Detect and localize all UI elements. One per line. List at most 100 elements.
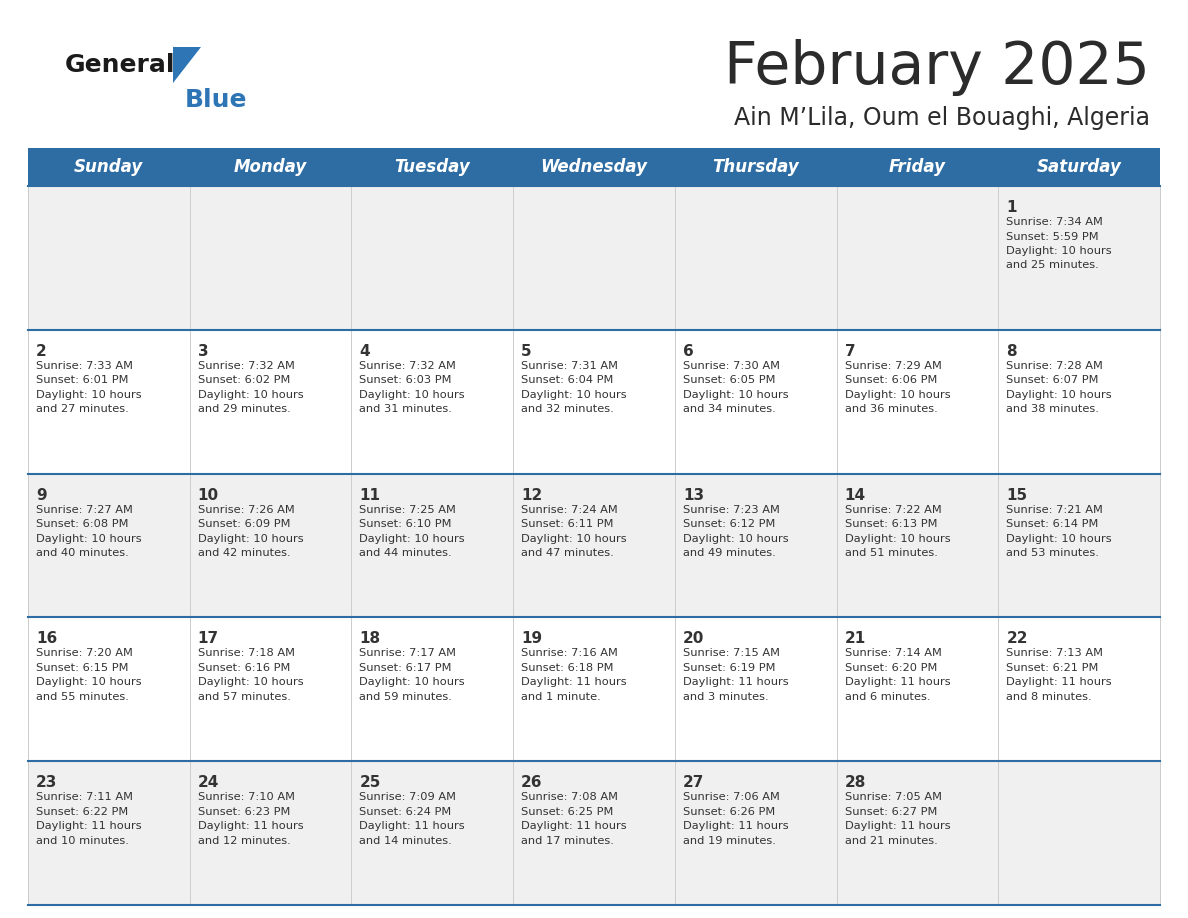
Text: Blue: Blue [185,88,247,112]
Text: and 25 minutes.: and 25 minutes. [1006,261,1099,271]
Text: Sunset: 6:14 PM: Sunset: 6:14 PM [1006,519,1099,529]
Text: and 17 minutes.: and 17 minutes. [522,835,614,845]
Text: Sunrise: 7:11 AM: Sunrise: 7:11 AM [36,792,133,802]
Text: Sunset: 6:08 PM: Sunset: 6:08 PM [36,519,128,529]
Text: Daylight: 10 hours: Daylight: 10 hours [36,533,141,543]
Bar [29,618,1159,761]
Text: Daylight: 10 hours: Daylight: 10 hours [197,390,303,400]
Text: Sunset: 6:12 PM: Sunset: 6:12 PM [683,519,776,529]
Text: Sunrise: 7:26 AM: Sunrise: 7:26 AM [197,505,295,515]
Text: and 57 minutes.: and 57 minutes. [197,692,291,702]
Text: 5: 5 [522,344,532,359]
Text: Sunrise: 7:08 AM: Sunrise: 7:08 AM [522,792,618,802]
Text: 7: 7 [845,344,855,359]
Text: Daylight: 10 hours: Daylight: 10 hours [197,533,303,543]
Text: Daylight: 10 hours: Daylight: 10 hours [845,533,950,543]
Text: Daylight: 10 hours: Daylight: 10 hours [522,533,627,543]
Text: Sunrise: 7:33 AM: Sunrise: 7:33 AM [36,361,133,371]
Text: 14: 14 [845,487,866,502]
Text: Daylight: 10 hours: Daylight: 10 hours [36,390,141,400]
Text: 9: 9 [36,487,46,502]
Text: Tuesday: Tuesday [394,158,470,176]
Polygon shape [173,47,201,83]
Text: Sunrise: 7:17 AM: Sunrise: 7:17 AM [360,648,456,658]
Text: Wednesday: Wednesday [541,158,647,176]
Text: Sunset: 6:24 PM: Sunset: 6:24 PM [360,807,451,817]
Text: Daylight: 11 hours: Daylight: 11 hours [522,677,627,688]
Text: Daylight: 11 hours: Daylight: 11 hours [845,822,950,831]
Text: Daylight: 11 hours: Daylight: 11 hours [845,677,950,688]
Text: and 3 minutes.: and 3 minutes. [683,692,769,702]
Text: and 34 minutes.: and 34 minutes. [683,404,776,414]
Text: Sunrise: 7:21 AM: Sunrise: 7:21 AM [1006,505,1104,515]
Text: Saturday: Saturday [1037,158,1121,176]
Text: 22: 22 [1006,632,1028,646]
Text: and 12 minutes.: and 12 minutes. [197,835,290,845]
Text: 25: 25 [360,775,381,790]
Text: 19: 19 [522,632,542,646]
Text: Sunset: 6:13 PM: Sunset: 6:13 PM [845,519,937,529]
Text: Ain M’Lila, Oum el Bouaghi, Algeria: Ain M’Lila, Oum el Bouaghi, Algeria [734,106,1150,130]
Text: and 44 minutes.: and 44 minutes. [360,548,453,558]
Text: 10: 10 [197,487,219,502]
Text: Sunset: 6:17 PM: Sunset: 6:17 PM [360,663,451,673]
Text: Daylight: 10 hours: Daylight: 10 hours [1006,390,1112,400]
Text: Sunrise: 7:32 AM: Sunrise: 7:32 AM [360,361,456,371]
Text: Friday: Friday [889,158,946,176]
Bar [29,330,1159,474]
Text: and 47 minutes.: and 47 minutes. [522,548,614,558]
Text: and 19 minutes.: and 19 minutes. [683,835,776,845]
Text: and 38 minutes.: and 38 minutes. [1006,404,1099,414]
Text: and 27 minutes.: and 27 minutes. [36,404,128,414]
Text: Sunset: 6:11 PM: Sunset: 6:11 PM [522,519,614,529]
Text: and 36 minutes.: and 36 minutes. [845,404,937,414]
Text: 26: 26 [522,775,543,790]
Text: 1: 1 [1006,200,1017,215]
Text: Daylight: 10 hours: Daylight: 10 hours [522,390,627,400]
Text: Sunrise: 7:30 AM: Sunrise: 7:30 AM [683,361,779,371]
Text: Sunrise: 7:23 AM: Sunrise: 7:23 AM [683,505,779,515]
Text: Monday: Monday [234,158,308,176]
Text: Daylight: 10 hours: Daylight: 10 hours [1006,246,1112,256]
Text: Sunrise: 7:27 AM: Sunrise: 7:27 AM [36,505,133,515]
Text: Sunset: 6:09 PM: Sunset: 6:09 PM [197,519,290,529]
Bar [29,474,1159,618]
Text: Sunrise: 7:31 AM: Sunrise: 7:31 AM [522,361,618,371]
Text: and 31 minutes.: and 31 minutes. [360,404,453,414]
Text: and 40 minutes.: and 40 minutes. [36,548,128,558]
Text: Daylight: 10 hours: Daylight: 10 hours [360,533,465,543]
Text: Sunset: 6:25 PM: Sunset: 6:25 PM [522,807,613,817]
Text: Sunrise: 7:15 AM: Sunrise: 7:15 AM [683,648,779,658]
Text: Sunday: Sunday [74,158,144,176]
Text: and 14 minutes.: and 14 minutes. [360,835,453,845]
Text: Daylight: 10 hours: Daylight: 10 hours [360,390,465,400]
Text: 2: 2 [36,344,46,359]
Text: Sunrise: 7:18 AM: Sunrise: 7:18 AM [197,648,295,658]
Text: Sunset: 6:26 PM: Sunset: 6:26 PM [683,807,775,817]
Text: 3: 3 [197,344,208,359]
Text: Sunset: 6:20 PM: Sunset: 6:20 PM [845,663,937,673]
Text: Sunrise: 7:22 AM: Sunrise: 7:22 AM [845,505,941,515]
Text: Daylight: 11 hours: Daylight: 11 hours [1006,677,1112,688]
Bar [29,186,1159,330]
Text: Sunset: 6:01 PM: Sunset: 6:01 PM [36,375,128,386]
Text: Daylight: 11 hours: Daylight: 11 hours [683,677,789,688]
Text: Daylight: 11 hours: Daylight: 11 hours [197,822,303,831]
Text: General: General [65,53,176,77]
Text: 12: 12 [522,487,543,502]
Text: Sunrise: 7:24 AM: Sunrise: 7:24 AM [522,505,618,515]
Text: and 8 minutes.: and 8 minutes. [1006,692,1092,702]
Text: and 53 minutes.: and 53 minutes. [1006,548,1099,558]
Bar [29,148,1159,186]
Text: Sunrise: 7:16 AM: Sunrise: 7:16 AM [522,648,618,658]
Text: Daylight: 10 hours: Daylight: 10 hours [845,390,950,400]
Text: Sunrise: 7:13 AM: Sunrise: 7:13 AM [1006,648,1104,658]
Text: Sunrise: 7:05 AM: Sunrise: 7:05 AM [845,792,942,802]
Text: Sunset: 6:04 PM: Sunset: 6:04 PM [522,375,613,386]
Text: Daylight: 10 hours: Daylight: 10 hours [683,390,789,400]
Text: Sunset: 6:05 PM: Sunset: 6:05 PM [683,375,776,386]
Text: Sunset: 5:59 PM: Sunset: 5:59 PM [1006,231,1099,241]
Text: Sunset: 6:21 PM: Sunset: 6:21 PM [1006,663,1099,673]
Text: 23: 23 [36,775,57,790]
Text: Sunrise: 7:25 AM: Sunrise: 7:25 AM [360,505,456,515]
